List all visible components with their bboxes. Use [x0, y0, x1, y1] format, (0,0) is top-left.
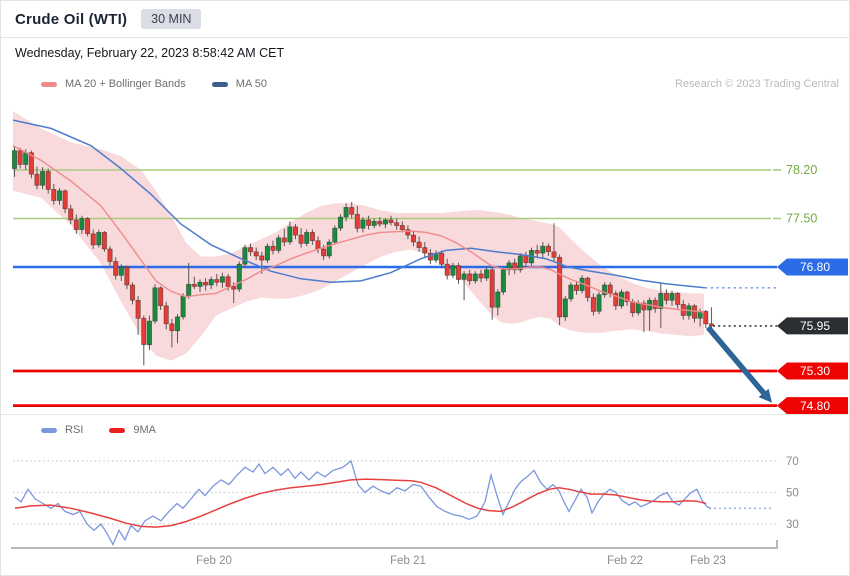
- price-tag-75.95: [777, 317, 848, 335]
- ma50-line: [12, 119, 706, 289]
- forecast-arrow-head: [758, 388, 772, 403]
- price-tag-label-76.80: 76.80: [800, 260, 830, 274]
- rsi-tick-label-30: 30: [786, 519, 799, 531]
- x-axis-label-feb-22: Feb 22: [607, 555, 643, 567]
- legend-rsi: RSI: [41, 424, 83, 436]
- rsi-line: [14, 459, 712, 546]
- legend-ma20-bollinger: MA 20 + Bollinger Bands: [41, 78, 186, 90]
- legend-9ma-label: 9MA: [133, 424, 156, 436]
- price-tag-74.80: [777, 397, 848, 414]
- forecast-arrow-shaft: [705, 325, 768, 397]
- price-tag-label-74.80: 74.80: [800, 399, 830, 413]
- rsi-legend: RSI 9MA: [1, 416, 849, 444]
- x-axis-label-feb-20: Feb 20: [196, 555, 232, 567]
- timestamp: Wednesday, February 22, 2023 8:58:42 AM …: [15, 45, 285, 60]
- legend-ma50: MA 50: [211, 78, 267, 90]
- timeframe-badge: 30 MIN: [141, 9, 202, 29]
- level-label-78.20: 78.20: [786, 163, 817, 177]
- pane-divider: [1, 414, 849, 415]
- bollinger-band: [13, 111, 704, 361]
- x-axis-label-feb-23: Feb 23: [690, 555, 726, 567]
- price-chart[interactable]: 78.20 77.50 76.80 75.95 75.30 74.80: [1, 101, 849, 414]
- price-tag-76.80: [777, 258, 848, 276]
- price-tag-75.30: [777, 362, 848, 380]
- rsi-tick-label-50: 50: [786, 488, 799, 500]
- price-tag-label-75.30: 75.30: [800, 364, 830, 378]
- rsi-9ma-line: [14, 478, 707, 528]
- price-tag-label-75.95: 75.95: [800, 319, 830, 333]
- instrument-title: Crude Oil (WTI): [15, 10, 128, 28]
- legend-rsi-label: RSI: [65, 424, 84, 436]
- level-label-77.50: 77.50: [786, 212, 817, 226]
- rsi-chart[interactable]: 70 50 30 Feb 20 Feb 21 Feb 22 Feb 23: [1, 444, 849, 576]
- rsi-9ma-swatch: [109, 427, 126, 433]
- main-legend: MA 20 + Bollinger Bands MA 50 Research ©…: [1, 67, 849, 101]
- legend-ma20-bollinger-label: MA 20 + Bollinger Bands: [65, 78, 186, 90]
- x-axis-label-feb-21: Feb 21: [390, 555, 426, 567]
- legend-ma50-label: MA 50: [235, 78, 267, 90]
- ma20-line: [12, 145, 705, 313]
- attribution: Research © 2023 Trading Central: [674, 78, 839, 90]
- ma20-bollinger-swatch: [41, 81, 57, 87]
- header: Crude Oil (WTI) 30 MIN: [1, 1, 849, 38]
- rsi-tick-label-70: 70: [786, 456, 799, 468]
- ma50-swatch: [211, 81, 228, 87]
- rsi-swatch: [41, 427, 57, 433]
- legend-9ma: 9MA: [109, 424, 156, 436]
